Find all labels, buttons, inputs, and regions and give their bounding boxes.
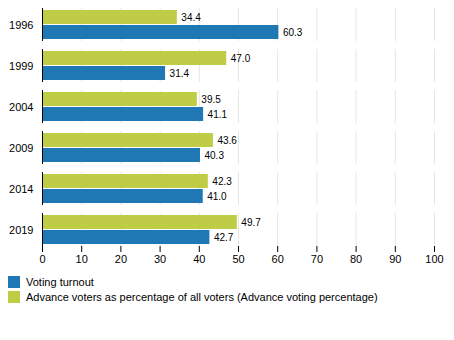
svg-text:34.4: 34.4 <box>181 12 201 23</box>
svg-text:40.3: 40.3 <box>204 150 224 161</box>
svg-text:2004: 2004 <box>9 101 33 113</box>
html-text:Voting turnout: Voting turnout <box>26 276 94 288</box>
svg-text:2014: 2014 <box>9 183 33 195</box>
svg-text:1999: 1999 <box>9 60 33 72</box>
svg-text:10: 10 <box>76 253 88 265</box>
svg-text:40: 40 <box>193 253 205 265</box>
svg-text:100: 100 <box>425 253 443 265</box>
svg-text:0: 0 <box>39 253 45 265</box>
svg-text:47.0: 47.0 <box>231 53 251 64</box>
svg-text:2019: 2019 <box>9 224 33 236</box>
svg-text:2009: 2009 <box>9 142 33 154</box>
svg-text:60: 60 <box>272 253 284 265</box>
svg-text:41.1: 41.1 <box>208 109 228 120</box>
svg-text:42.3: 42.3 <box>212 176 232 187</box>
svg-text:42.7: 42.7 <box>214 232 234 243</box>
svg-text:30: 30 <box>154 253 166 265</box>
svg-text:1996: 1996 <box>9 19 33 31</box>
svg-text:60.3: 60.3 <box>283 27 303 38</box>
svg-text:90: 90 <box>389 253 401 265</box>
svg-text:20: 20 <box>115 253 127 265</box>
svg-text:39.5: 39.5 <box>201 94 221 105</box>
svg-text:70: 70 <box>311 253 323 265</box>
svg-text:80: 80 <box>350 253 362 265</box>
svg-text:49.7: 49.7 <box>241 217 261 228</box>
svg-text:43.6: 43.6 <box>217 135 237 146</box>
html-text:Advance voters as percentage o: Advance voters as percentage of all vote… <box>26 291 378 303</box>
svg-text:41.0: 41.0 <box>207 191 227 202</box>
svg-text:50: 50 <box>232 253 244 265</box>
svg-text:31.4: 31.4 <box>170 68 190 79</box>
